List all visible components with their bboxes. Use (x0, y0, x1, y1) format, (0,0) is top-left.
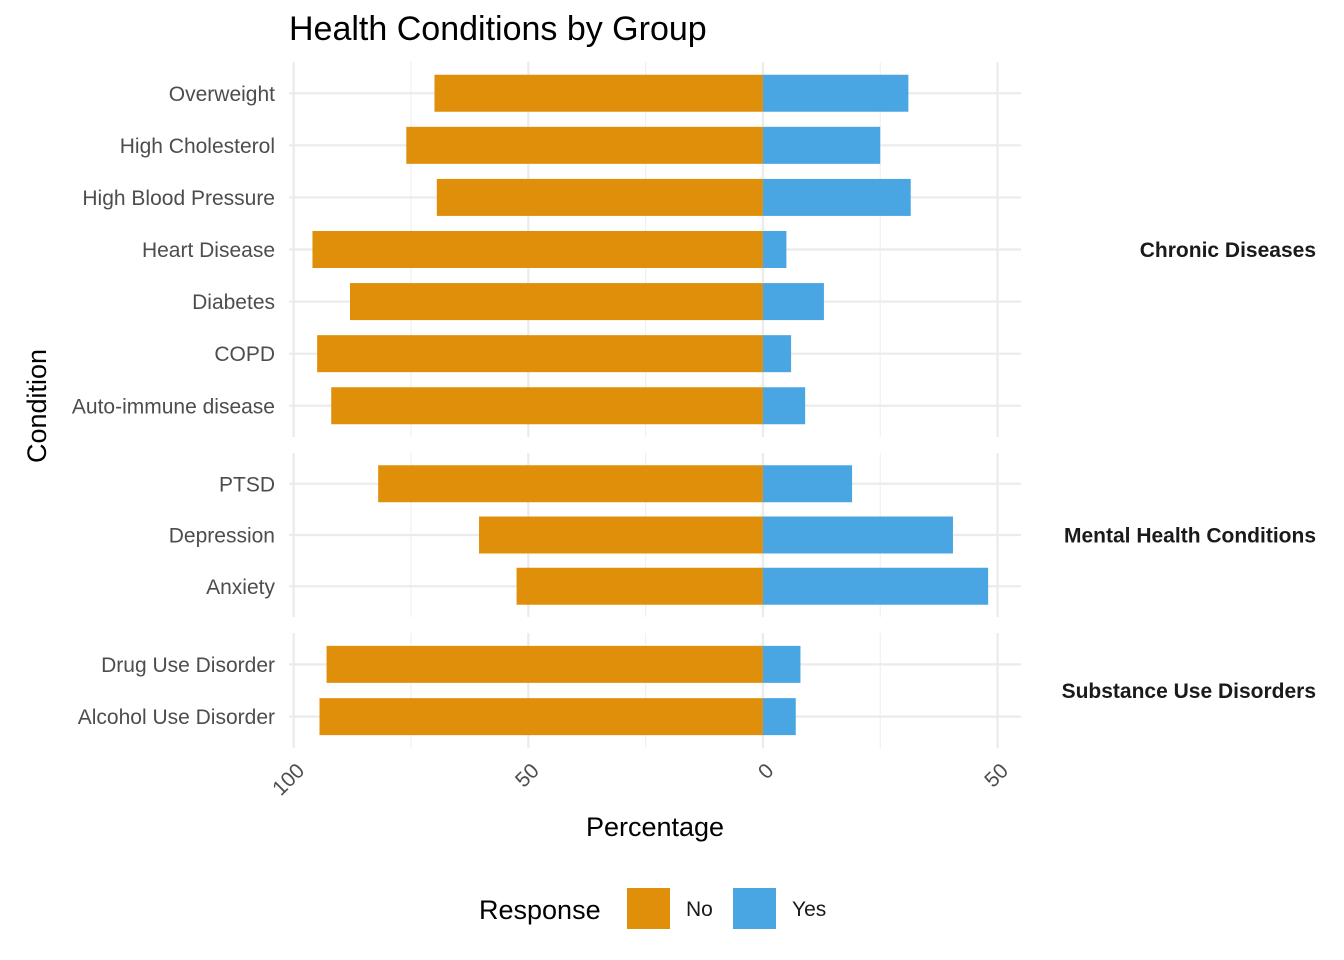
panel-mental-health-conditions: PTSD Depression Anxiety Mental Health Condi… (169, 453, 1316, 617)
bar-drug-use-disorder-no (326, 645, 763, 683)
bar-anxiety-no (516, 567, 763, 605)
bar-alcohol-use-disorder-no (319, 698, 763, 736)
legend-key-yes (733, 888, 776, 929)
bar-high-blood-pressure-no (436, 178, 763, 216)
bar-drug-use-disorder-yes (762, 645, 801, 683)
x-tick-label: 0 (754, 759, 779, 784)
y-tick-label: Depression (169, 525, 275, 548)
x-axis-ticks: 100 50 0 50 (268, 759, 1013, 800)
chart-title: Health Conditions by Group (289, 10, 707, 48)
x-tick-label: 100 (268, 759, 309, 800)
facet-strip-label: Substance Use Disorders (1062, 680, 1316, 703)
facet-strip-label: Mental Health Conditions (1064, 525, 1316, 548)
y-tick-label: Auto-immune disease (72, 395, 275, 418)
y-tick-label: Alcohol Use Disorder (78, 706, 275, 729)
bar-auto-immune-disease-yes (762, 387, 806, 425)
bar-alcohol-use-disorder-yes (762, 698, 796, 736)
bar-ptsd-yes (762, 465, 853, 503)
y-tick-label: High Blood Pressure (82, 187, 275, 210)
y-axis-title: Condition (22, 349, 52, 463)
bar-auto-immune-disease-no (331, 387, 763, 425)
bar-high-blood-pressure-yes (762, 178, 911, 216)
bar-depression-no (479, 516, 763, 554)
bar-anxiety-yes (762, 567, 989, 605)
legend-label-no: No (686, 898, 713, 921)
bar-overweight-yes (762, 74, 909, 112)
bar-heart-disease-yes (762, 231, 787, 268)
bar-high-cholesterol-no (406, 126, 763, 164)
y-tick-label: Diabetes (192, 291, 275, 314)
legend-key-no (627, 888, 670, 929)
panel-chronic-diseases: Overweight High Cholesterol High Blood Pre… (72, 62, 1316, 437)
bar-depression-yes (762, 516, 953, 554)
bar-copd-no (317, 335, 763, 373)
x-tick-label: 50 (511, 759, 544, 792)
legend-label-yes: Yes (792, 898, 826, 921)
facet-strip-label: Chronic Diseases (1140, 239, 1316, 262)
x-tick-label: 50 (980, 759, 1013, 792)
y-tick-label: PTSD (219, 473, 275, 496)
y-tick-label: Drug Use Disorder (101, 654, 275, 677)
y-tick-label: High Cholesterol (120, 135, 275, 158)
y-tick-label: Heart Disease (142, 239, 275, 262)
bar-diabetes-yes (762, 283, 824, 321)
x-axis-title: Percentage (586, 812, 724, 842)
panel-substance-use-disorders: Drug Use Disorder Alcohol Use Disorder Sub… (78, 633, 1316, 748)
bar-heart-disease-no (312, 231, 763, 268)
bar-overweight-no (434, 74, 763, 112)
legend: Response No Yes (479, 888, 826, 929)
legend-title: Response (479, 895, 601, 925)
bar-diabetes-no (350, 283, 763, 321)
plot-panels: Overweight High Cholesterol High Blood Pre… (72, 62, 1316, 748)
bar-copd-yes (762, 335, 792, 373)
bar-high-cholesterol-yes (762, 126, 881, 164)
y-tick-label: COPD (214, 343, 275, 366)
bar-ptsd-no (378, 465, 763, 503)
y-tick-label: Overweight (169, 83, 275, 106)
y-tick-label: Anxiety (206, 576, 275, 599)
